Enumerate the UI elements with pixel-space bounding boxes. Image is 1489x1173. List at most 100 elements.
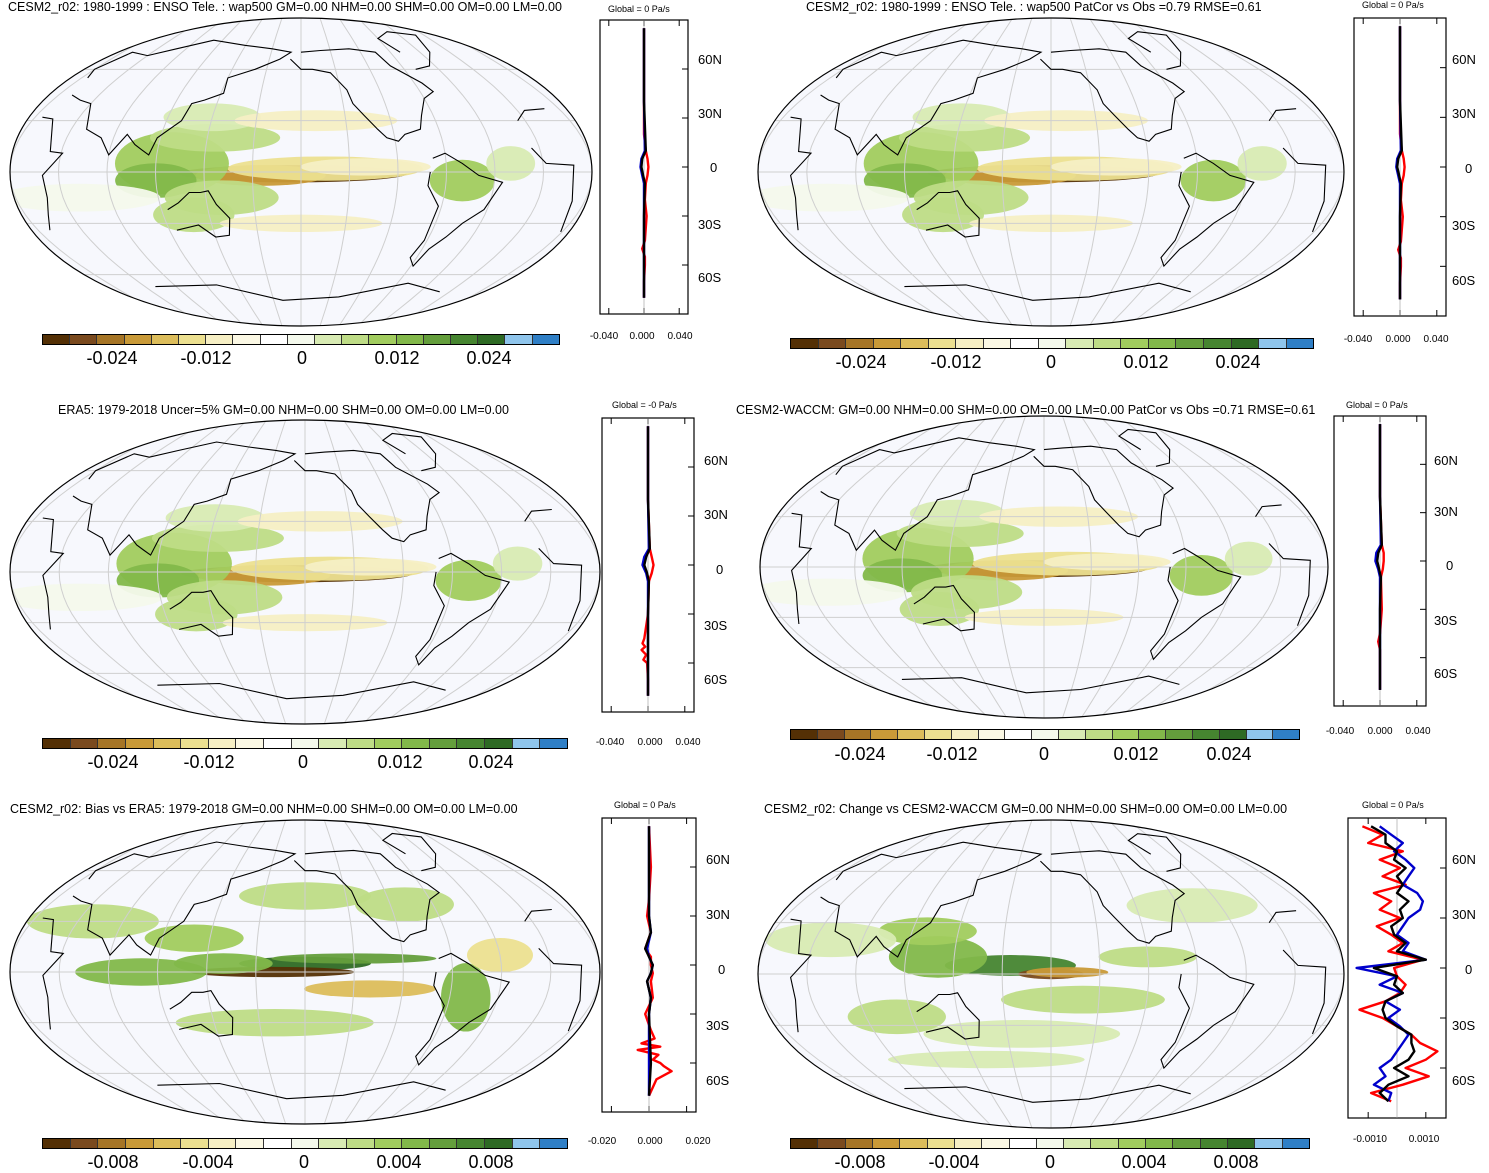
colorbar-swatch <box>43 335 71 344</box>
colorbar-swatch <box>818 1139 846 1148</box>
zonal-title: Global = 0 Pa/s <box>608 4 670 14</box>
lat-tick-label: 0 <box>1465 161 1473 176</box>
colorbar-swatch <box>900 1139 928 1148</box>
colorbar-swatch <box>1231 339 1260 348</box>
colorbar-tick-label: 0 <box>1038 744 1050 764</box>
colorbar-swatch <box>125 739 154 748</box>
map-plot <box>9 419 601 725</box>
anomaly-region <box>1000 985 1165 1014</box>
anomaly-region <box>153 197 235 233</box>
map-border <box>757 17 1345 327</box>
colorbar-swatch <box>98 739 126 748</box>
anomaly-region <box>847 999 946 1035</box>
zonal-x-tick-label: 0.040 <box>1423 334 1449 345</box>
colorbar-swatch <box>1118 1139 1147 1148</box>
colorbar-swatch <box>1146 1139 1174 1148</box>
zonal-series-obs <box>1355 825 1427 1102</box>
lat-tick-label: 30N <box>1434 504 1458 519</box>
map-plot <box>9 17 593 327</box>
colorbar-tick-label: -0.024 <box>834 744 886 764</box>
zonal-title: Global = -0 Pa/s <box>612 400 677 410</box>
colorbar-tick-label: -0.024 <box>835 352 887 372</box>
map-border <box>9 17 593 327</box>
colorbar-swatch <box>1200 1139 1228 1148</box>
colorbar-swatch <box>208 1139 237 1148</box>
lat-tick-label: 60N <box>1434 453 1458 468</box>
colorbar-swatch <box>871 730 899 739</box>
colorbar-swatch <box>342 335 370 344</box>
colorbar-tick-label: 0.012 <box>1123 352 1169 372</box>
anomaly-region <box>354 887 454 922</box>
coastlines <box>791 428 1311 694</box>
anomaly-region <box>1237 146 1287 181</box>
lat-tick-label: 0 <box>1465 962 1473 977</box>
colorbar-swatch <box>901 339 929 348</box>
colorbar-swatch <box>396 335 424 344</box>
map-title: CESM2_r02: 1980-1999 : ENSO Tele. : wap5… <box>806 0 1262 14</box>
coastlines <box>790 31 1327 301</box>
anomaly-region <box>760 578 907 606</box>
anomaly-region <box>758 183 910 212</box>
zonal-series-mean <box>640 28 647 298</box>
colorbar-swatch <box>873 339 902 348</box>
colorbar-swatch <box>817 730 845 739</box>
colorbar-tick-label: 0.024 <box>1215 352 1261 372</box>
colorbar-swatch <box>369 335 397 344</box>
colorbar-swatch <box>1139 730 1167 739</box>
colorbar-swatch <box>978 730 1006 739</box>
colorbar <box>42 738 568 749</box>
lat-tick-label: 60N <box>698 52 722 67</box>
colorbar-swatch <box>844 730 872 739</box>
map-title: CESM2_r02: 1980-1999 : ENSO Tele. : wap5… <box>8 0 562 14</box>
zonal-x-tick-label: -0.0010 <box>1353 1134 1387 1145</box>
lat-tick-label: 0 <box>710 160 718 175</box>
colorbar-tick-label: 0 <box>297 752 309 772</box>
lat-tick-label: 30S <box>1434 613 1458 628</box>
lat-tick-label: 30N <box>1452 907 1476 922</box>
colorbar-swatch <box>1173 1139 1201 1148</box>
graticule <box>10 18 592 326</box>
lat-tick-label: 60N <box>706 852 730 867</box>
colorbar-swatch <box>319 739 347 748</box>
zonal-series-model <box>1358 825 1439 1103</box>
map-plot <box>9 819 601 1125</box>
colorbar-swatch <box>124 335 152 344</box>
anomaly-region <box>435 559 502 601</box>
colorbar-swatch <box>1091 1139 1119 1148</box>
colorbar-swatch <box>1166 730 1193 739</box>
colorbar-swatch <box>1121 339 1149 348</box>
colorbar-swatch <box>98 1139 126 1148</box>
colorbar-swatch <box>872 1139 901 1148</box>
anomaly-region <box>1026 967 1109 978</box>
lat-tick-label: 60S <box>698 270 722 285</box>
colorbar-swatch <box>1093 339 1122 348</box>
anomaly-region <box>887 1050 1085 1069</box>
colorbar-swatch <box>791 730 818 739</box>
zonal-x-tick-label: 0.040 <box>1405 726 1431 737</box>
lat-tick-label: 60S <box>1452 1073 1476 1088</box>
colorbar-swatch <box>505 335 533 344</box>
zonal-x-tick-label: -0.020 <box>587 1136 617 1147</box>
colorbar-swatch <box>402 1139 430 1148</box>
zonal-x-tick-label: 0.000 <box>1367 726 1393 737</box>
colorbar-tick-label: -0.012 <box>926 744 978 764</box>
colorbar-tick-label: -0.012 <box>183 752 235 772</box>
colorbar-swatch <box>374 1139 403 1148</box>
zonal-mean-plot <box>1333 415 1427 707</box>
map-border <box>757 819 1345 1129</box>
coastlines <box>42 832 583 1100</box>
anomaly-region <box>1224 541 1273 576</box>
colorbar-swatch <box>346 739 375 748</box>
colorbar-swatch <box>429 1139 458 1148</box>
zonal-x-tick-label: 0.040 <box>667 331 693 342</box>
colorbar-tick-label: 0.008 <box>468 1152 514 1172</box>
colorbar-swatch <box>1036 1139 1065 1148</box>
zonal-mean-plot <box>1353 17 1447 317</box>
colorbar-tick-label: -0.004 <box>928 1152 980 1172</box>
colorbar <box>42 334 560 345</box>
colorbar-swatch <box>818 339 847 348</box>
colorbar-tick-label: -0.008 <box>834 1152 886 1172</box>
anomaly-region <box>492 546 543 581</box>
colorbar-swatch <box>451 335 479 344</box>
colorbar-swatch <box>264 739 292 748</box>
